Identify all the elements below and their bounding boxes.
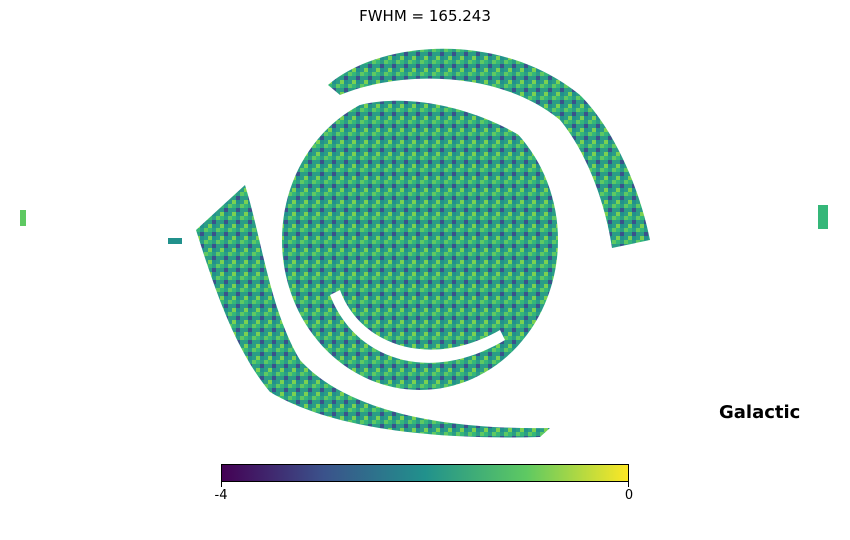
colorbar-tick-min xyxy=(221,482,222,487)
coordinate-system-label: Galactic xyxy=(719,402,801,423)
gap-arc-top xyxy=(350,86,575,170)
fragment-right xyxy=(818,205,828,229)
fragment-left xyxy=(20,210,26,226)
colorbar-max-label: 0 xyxy=(624,488,634,503)
fragment-left-2 xyxy=(168,238,182,244)
colorbar xyxy=(221,464,629,482)
colorbar-min-label: -4 xyxy=(214,488,228,503)
inner-disk xyxy=(282,90,558,390)
outer-arc-left xyxy=(196,185,550,438)
plot-title: FWHM = 165.243 xyxy=(359,7,491,25)
colorbar-tick-max xyxy=(628,482,629,487)
gap-arc-bottom xyxy=(330,290,505,363)
outer-arc-top xyxy=(328,48,650,248)
